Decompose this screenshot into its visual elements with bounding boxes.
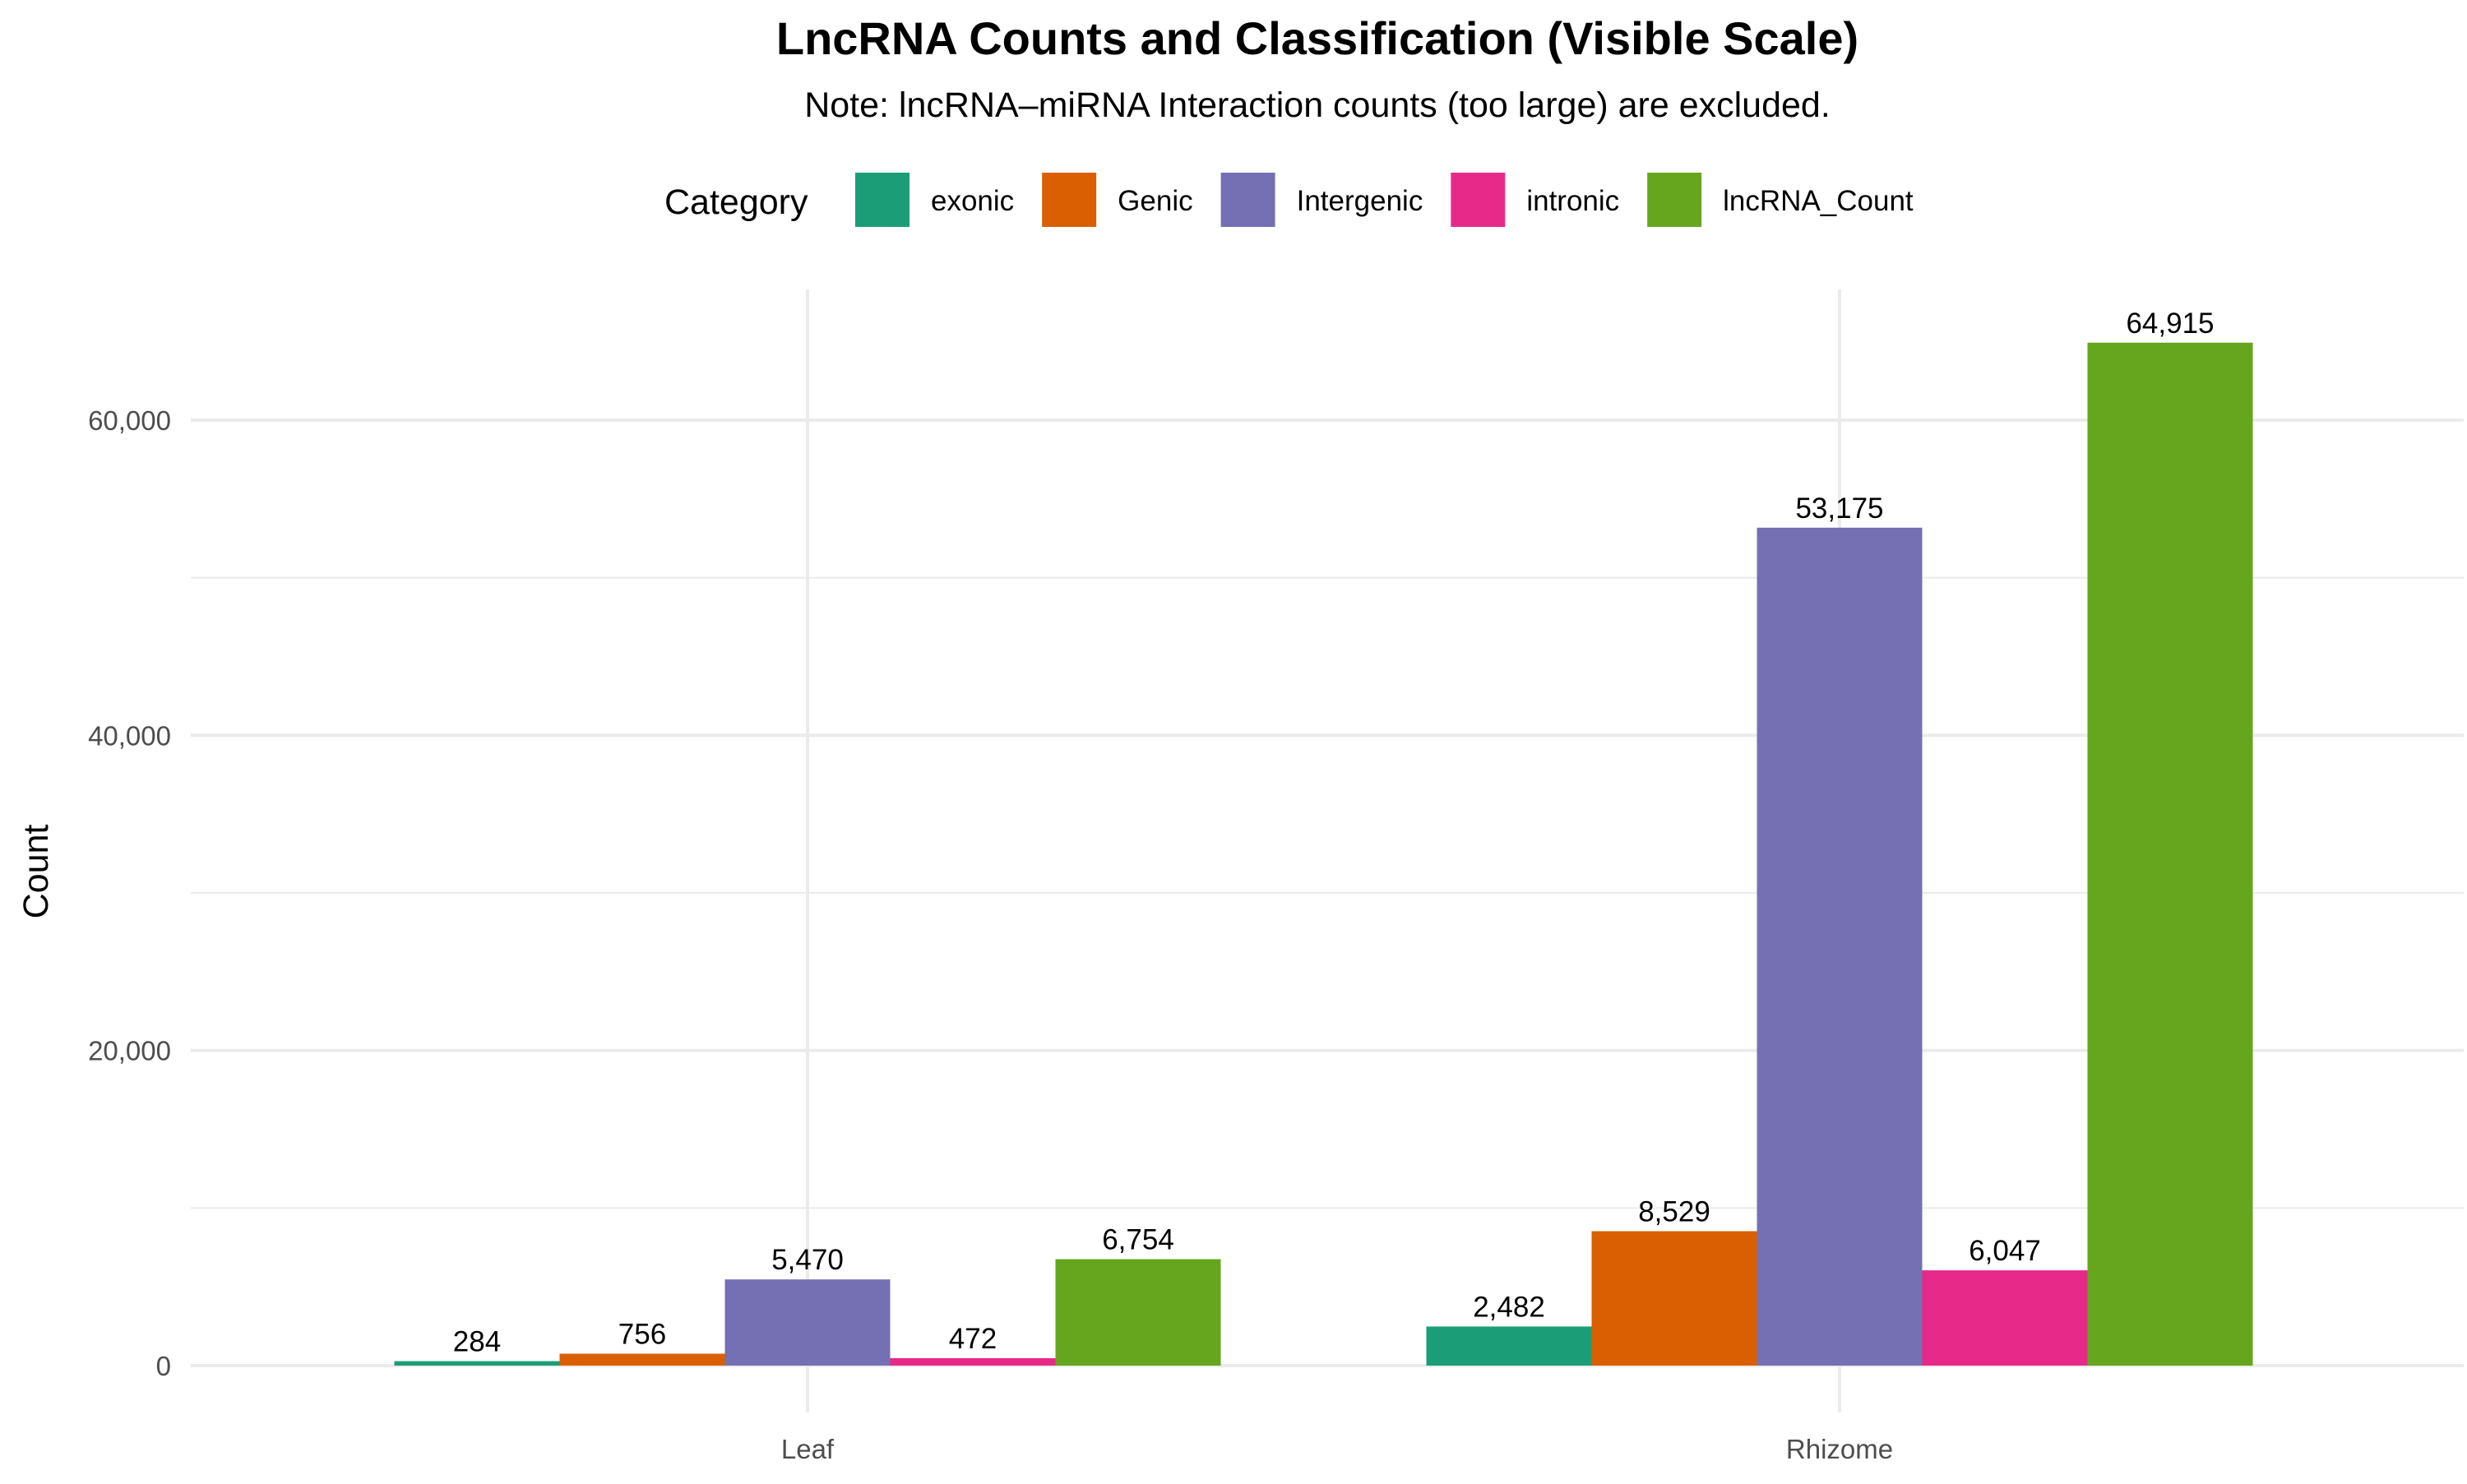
x-tick-label: Leaf xyxy=(781,1434,835,1464)
legend: exonic Genic Intergenic intronic lncRNA_Coun… xyxy=(855,173,1914,227)
bar xyxy=(394,1361,560,1366)
y-axis-ticks: 0 20,000 40,000 60,000 xyxy=(88,405,171,1381)
bar xyxy=(1922,1270,2088,1366)
chart-title: LncRNA Counts and Classification (Visibl… xyxy=(776,12,1858,64)
bar xyxy=(1426,1326,1592,1366)
legend-label: Intergenic xyxy=(1297,185,1423,217)
data-label: 2,482 xyxy=(1473,1291,1545,1323)
x-tick-label: Rhizome xyxy=(1786,1434,1893,1464)
y-tick-label: 0 xyxy=(156,1351,171,1381)
legend-key xyxy=(1042,173,1097,227)
legend-key xyxy=(1647,173,1702,227)
y-axis-title: Count xyxy=(16,825,56,919)
y-tick-label: 20,000 xyxy=(88,1036,171,1066)
legend-key xyxy=(1220,173,1275,227)
data-label: 756 xyxy=(618,1319,666,1351)
bar xyxy=(724,1279,891,1366)
data-label: 64,915 xyxy=(2126,307,2214,340)
legend-title: Category xyxy=(664,183,808,222)
data-label: 472 xyxy=(949,1323,997,1355)
x-axis-ticks: Leaf Rhizome xyxy=(781,1434,1893,1464)
data-label: 284 xyxy=(453,1326,501,1358)
bar xyxy=(1757,527,1923,1366)
legend-label: intronic xyxy=(1526,185,1619,217)
bar xyxy=(1055,1259,1221,1366)
data-label: 6,754 xyxy=(1102,1224,1174,1256)
bar xyxy=(559,1353,725,1366)
legend-label: exonic xyxy=(931,185,1014,217)
data-label: 5,470 xyxy=(771,1244,844,1276)
legend-key xyxy=(1451,173,1506,227)
bar xyxy=(1591,1231,1757,1366)
y-tick-label: 60,000 xyxy=(88,405,171,436)
legend-label: Genic xyxy=(1118,185,1192,217)
data-label: 53,175 xyxy=(1795,492,1883,525)
bar xyxy=(2087,342,2253,1366)
y-tick-label: 40,000 xyxy=(88,720,171,751)
chart-subtitle: Note: lncRNA–miRNA Interaction counts (t… xyxy=(804,86,1831,125)
data-label: 8,529 xyxy=(1638,1196,1710,1228)
data-labels: 284 756 5,470 472 6,754 2,482 8,529 53,175 6,047… xyxy=(453,307,2215,1358)
bar xyxy=(890,1357,1056,1366)
legend-key xyxy=(855,173,910,227)
legend-label: lncRNA_Count xyxy=(1723,185,1914,217)
bars xyxy=(394,342,2253,1366)
data-label: 6,047 xyxy=(1969,1235,2041,1267)
